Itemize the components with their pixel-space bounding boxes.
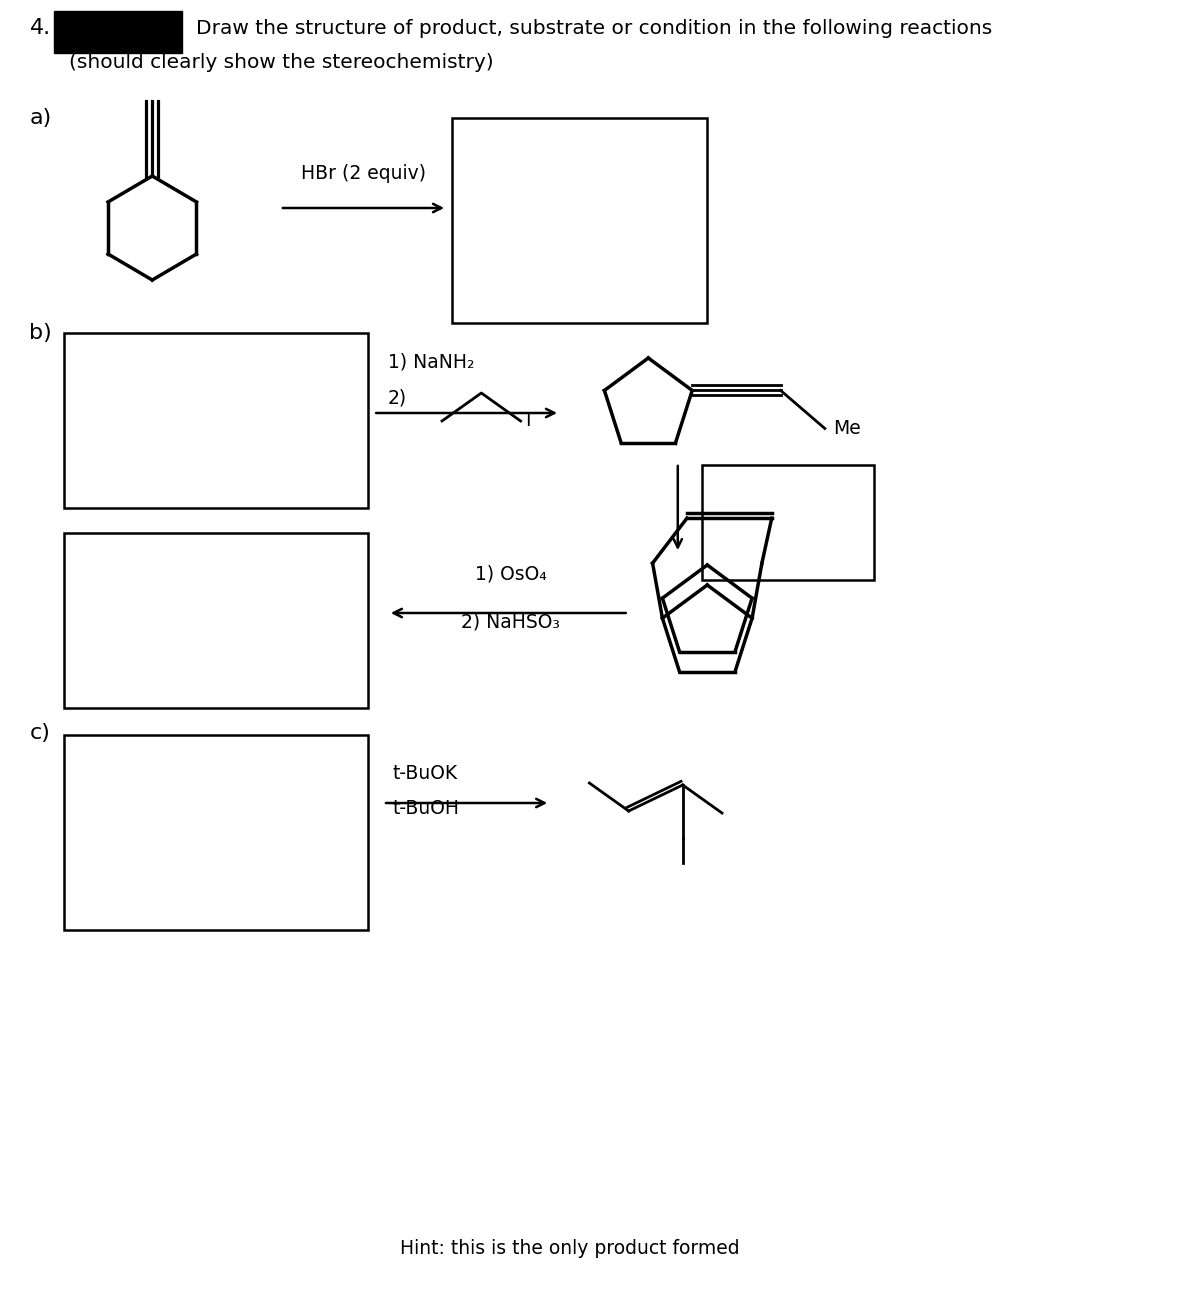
Text: c): c) <box>30 723 50 743</box>
Bar <box>64 734 368 930</box>
Bar <box>452 118 707 323</box>
Bar <box>54 12 181 53</box>
Text: t-BuOK: t-BuOK <box>392 764 458 784</box>
Bar <box>702 465 875 581</box>
Text: I: I <box>526 411 532 431</box>
Text: 2) NaHSO₃: 2) NaHSO₃ <box>461 613 560 632</box>
Text: t-BuOH: t-BuOH <box>392 799 460 818</box>
Text: a): a) <box>30 109 52 128</box>
Text: Hint: this is the only product formed: Hint: this is the only product formed <box>400 1239 739 1258</box>
Text: Draw the structure of product, substrate or condition in the following reactions: Draw the structure of product, substrate… <box>197 18 992 37</box>
Text: 2): 2) <box>388 388 407 407</box>
Bar <box>64 334 368 508</box>
Text: 1) OsO₄: 1) OsO₄ <box>475 564 547 583</box>
Text: 1) NaNH₂: 1) NaNH₂ <box>388 353 474 372</box>
Text: HBr (2 equiv): HBr (2 equiv) <box>301 164 426 184</box>
Text: b): b) <box>30 323 53 343</box>
Text: 4.: 4. <box>30 18 50 37</box>
Text: (should clearly show the stereochemistry): (should clearly show the stereochemistry… <box>68 53 493 72</box>
Text: Me: Me <box>833 419 860 438</box>
Bar <box>64 533 368 709</box>
